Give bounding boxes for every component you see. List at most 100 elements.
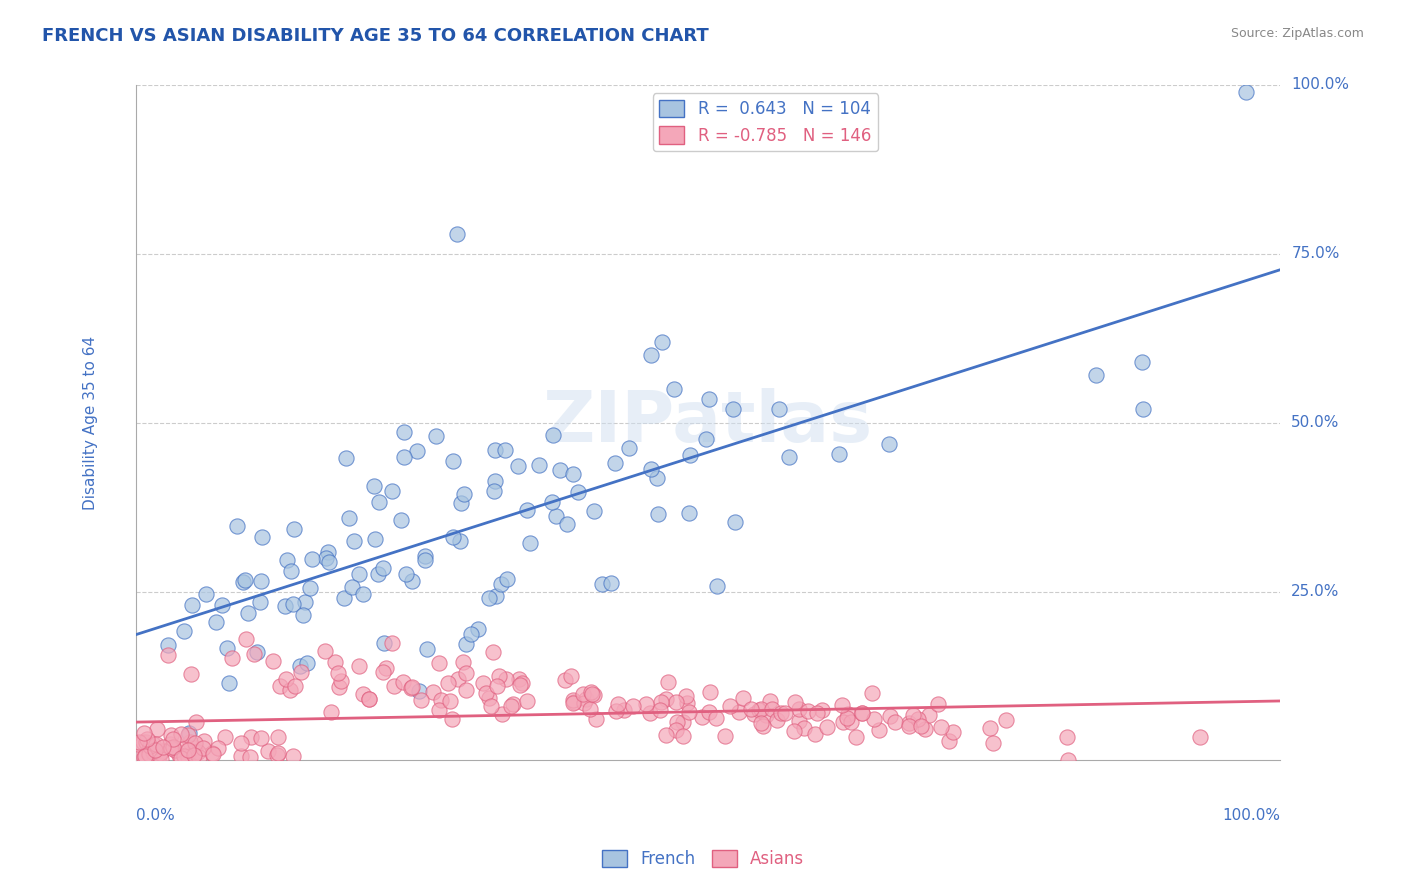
Point — [439, 694, 461, 708]
Point — [733, 690, 755, 705]
Point — [650, 695, 672, 709]
Point — [283, 522, 305, 536]
Point — [527, 458, 550, 473]
Point — [231, 749, 253, 764]
Point — [613, 702, 636, 716]
Legend: R =  0.643   N = 104, R = -0.785   N = 146: R = 0.643 N = 104, R = -0.785 N = 146 — [652, 94, 877, 152]
Point — [860, 686, 883, 700]
Point — [749, 702, 772, 716]
Point — [382, 679, 405, 693]
Point — [897, 716, 920, 731]
Point — [184, 745, 207, 759]
Point — [391, 674, 413, 689]
Point — [177, 728, 200, 742]
Legend: French, Asians: French, Asians — [595, 843, 811, 875]
Point — [177, 750, 200, 764]
Point — [239, 750, 262, 764]
Text: 50.0%: 50.0% — [1291, 415, 1340, 430]
Point — [519, 536, 541, 550]
Point — [195, 587, 218, 601]
Point — [562, 696, 585, 710]
Point — [215, 641, 238, 656]
Point — [441, 712, 464, 726]
Point — [352, 687, 374, 701]
Point — [502, 697, 524, 711]
Point — [572, 687, 595, 701]
Point — [695, 432, 717, 446]
Point — [491, 577, 513, 591]
Point — [266, 748, 288, 763]
Point — [145, 743, 167, 757]
Point — [793, 721, 815, 735]
Point — [179, 735, 201, 749]
Point — [862, 712, 884, 726]
Point — [1188, 730, 1211, 744]
Point — [721, 401, 744, 416]
Point — [897, 719, 920, 733]
Point — [328, 680, 350, 694]
Point — [352, 587, 374, 601]
Text: 100.0%: 100.0% — [1222, 807, 1279, 822]
Point — [152, 740, 174, 755]
Point — [560, 669, 582, 683]
Point — [167, 747, 190, 762]
Point — [783, 724, 806, 739]
Point — [561, 467, 583, 482]
Point — [162, 740, 184, 755]
Point — [979, 721, 1001, 735]
Point — [299, 581, 322, 595]
Point — [478, 690, 501, 705]
Point — [675, 696, 697, 710]
Point — [128, 735, 150, 749]
Point — [335, 451, 357, 466]
Point — [454, 637, 477, 651]
Point — [508, 672, 530, 686]
Point — [173, 749, 195, 764]
Text: 25.0%: 25.0% — [1291, 584, 1340, 599]
Point — [851, 706, 873, 720]
Point — [456, 682, 478, 697]
Point — [752, 719, 775, 733]
Point — [562, 693, 585, 707]
Point — [877, 437, 900, 451]
Point — [250, 530, 273, 544]
Point — [564, 695, 586, 709]
Point — [274, 672, 297, 686]
Point — [555, 516, 578, 531]
Point — [994, 714, 1017, 728]
Point — [456, 666, 478, 681]
Point — [246, 645, 269, 659]
Point — [706, 579, 728, 593]
Point — [292, 607, 315, 622]
Point — [288, 658, 311, 673]
Point — [575, 692, 598, 706]
Point — [381, 636, 404, 650]
Point — [427, 703, 450, 717]
Point — [181, 598, 204, 612]
Point — [447, 672, 470, 686]
Point — [207, 741, 229, 756]
Text: Source: ZipAtlas.com: Source: ZipAtlas.com — [1230, 27, 1364, 40]
Point — [266, 731, 288, 745]
Point — [785, 695, 807, 709]
Text: 75.0%: 75.0% — [1291, 246, 1340, 261]
Point — [187, 750, 209, 764]
Point — [170, 751, 193, 765]
Text: FRENCH VS ASIAN DISABILITY AGE 35 TO 64 CORRELATION CHART: FRENCH VS ASIAN DISABILITY AGE 35 TO 64 … — [42, 27, 709, 45]
Point — [129, 749, 152, 764]
Point — [1132, 355, 1154, 369]
Point — [142, 745, 165, 759]
Text: 100.0%: 100.0% — [1291, 78, 1350, 93]
Point — [429, 693, 451, 707]
Point — [467, 622, 489, 636]
Point — [879, 709, 901, 723]
Point — [453, 487, 475, 501]
Point — [815, 720, 838, 734]
Point — [149, 746, 172, 760]
Point — [347, 566, 370, 581]
Point — [240, 730, 263, 744]
Point — [749, 715, 772, 730]
Point — [740, 702, 762, 716]
Point — [1056, 731, 1078, 745]
Point — [927, 697, 949, 711]
